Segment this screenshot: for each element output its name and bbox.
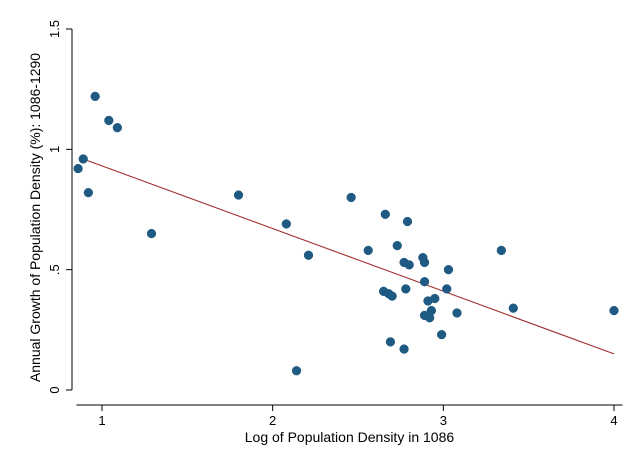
data-point [452,308,462,318]
y-axis-title: Annual Growth of Population Density (%):… [27,53,43,382]
x-tick-label: 3 [440,413,447,428]
data-point [436,329,447,340]
data-point [146,228,157,239]
data-point [112,123,123,133]
data-point [281,219,291,229]
x-tick-label: 4 [610,413,617,428]
data-points-layer [73,91,619,376]
data-point [430,293,440,304]
y-axis-ticks: 0 .5 1 1.5 [47,20,72,394]
data-point [609,305,619,316]
data-point [346,192,356,203]
fit-line-layer [79,157,615,355]
data-point [426,305,437,316]
data-point [442,284,452,294]
data-point [419,257,430,268]
data-point [380,209,390,219]
data-point [385,337,396,347]
x-tick-label: 1 [98,413,105,428]
data-point [419,277,430,287]
axes-layer [71,29,623,406]
data-point [443,265,454,275]
data-point [90,91,100,102]
data-point [496,245,507,256]
data-point [303,250,314,260]
y-tick-label: 1.5 [47,20,62,38]
data-point [78,154,88,164]
y-tick-label: 1 [47,146,62,153]
data-point [104,115,114,126]
fit-line [79,157,615,355]
data-point [73,163,83,174]
x-axis-ticks: 1 2 3 4 [98,405,618,428]
data-point [83,188,93,198]
data-point [404,260,414,270]
data-point [291,366,302,376]
y-tick-label: 0 [47,386,62,393]
x-tick-label: 2 [269,413,276,428]
x-axis-title: Log of Population Density in 1086 [245,429,455,445]
data-point [401,284,411,294]
data-point [402,216,413,227]
data-point [508,303,518,313]
data-point [399,344,409,354]
data-point [387,291,397,301]
data-point [392,240,402,251]
data-point [233,190,244,200]
y-tick-label: .5 [47,264,62,275]
data-point [363,245,373,256]
